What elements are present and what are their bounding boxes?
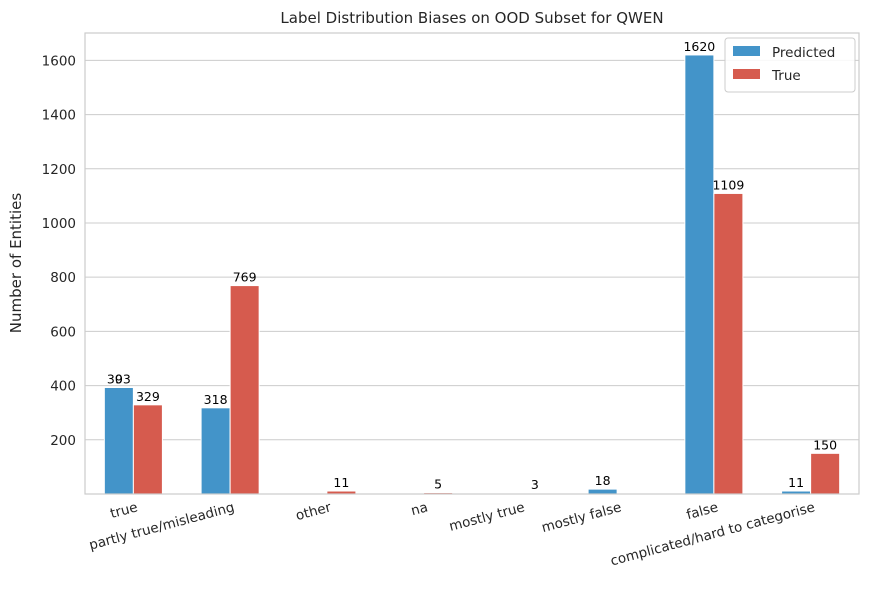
x-tick-label: true	[108, 499, 139, 522]
bar-true-6	[713, 192, 744, 495]
y-tick-label: 1200	[42, 162, 76, 178]
y-tick-label: 1000	[42, 216, 76, 232]
bar-true-1	[229, 285, 260, 495]
x-tick-label: false	[685, 499, 720, 523]
x-tick-label: mostly true	[447, 499, 526, 535]
data-label: 11	[333, 475, 349, 490]
data-label: 318	[204, 392, 228, 407]
data-label: 3	[531, 477, 539, 492]
data-label: 11	[788, 475, 804, 490]
y-tick-label: 600	[50, 324, 76, 340]
data-label: 1109	[712, 177, 744, 192]
y-tick-label: 1600	[42, 53, 76, 69]
legend-swatch-true	[733, 69, 760, 79]
bar-predicted-0	[103, 386, 134, 495]
y-axis-ticks: 200 400 600 800 1000 1200 1400 1600	[42, 53, 76, 448]
data-label: 150	[813, 437, 837, 452]
gridlines	[85, 59, 859, 441]
data-label: 0	[115, 371, 123, 386]
y-axis-label: Number of Entities	[7, 193, 25, 334]
chart-title: Label Distribution Biases on OOD Subset …	[280, 9, 663, 27]
data-label: 5	[434, 477, 442, 492]
data-label: 1620	[683, 39, 715, 54]
bar-predicted-6	[684, 54, 715, 495]
data-label: 329	[136, 389, 160, 404]
bar-true-7	[810, 452, 841, 495]
legend-label-true: True	[771, 68, 801, 84]
bar-predicted-1	[200, 407, 231, 495]
bar-predicted-5	[587, 488, 618, 495]
x-tick-label: na	[409, 499, 429, 519]
y-tick-label: 800	[50, 270, 76, 286]
x-tick-label: mostly false	[540, 499, 623, 536]
y-tick-label: 200	[50, 433, 76, 449]
data-label: 769	[233, 270, 257, 285]
y-tick-label: 400	[50, 379, 76, 395]
data-label: 18	[595, 473, 611, 488]
plot-frame	[84, 32, 860, 495]
bar-true-0	[132, 404, 163, 495]
data-label: 393	[107, 371, 131, 386]
legend-label-predicted: Predicted	[772, 45, 835, 61]
plot-area-border	[84, 32, 860, 495]
legend-swatch-predicted	[733, 46, 760, 56]
legend: Predicted True	[724, 37, 856, 93]
y-tick-label: 1400	[42, 108, 76, 124]
bars	[103, 54, 841, 495]
x-tick-label: other	[294, 499, 333, 524]
